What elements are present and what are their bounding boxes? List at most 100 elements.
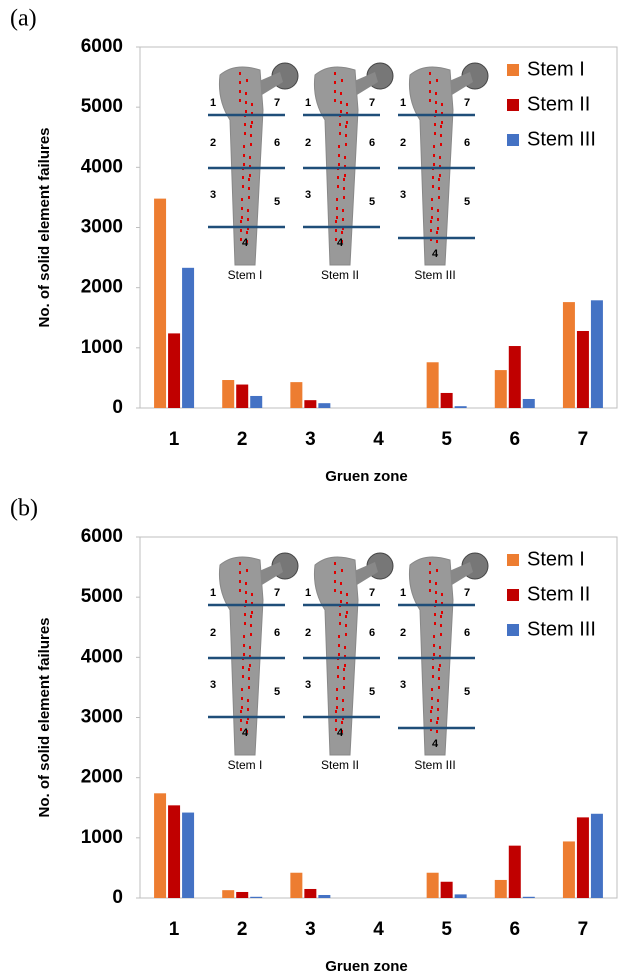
failure-dot xyxy=(242,666,244,669)
failure-dot xyxy=(241,706,243,709)
failure-dot xyxy=(247,699,249,702)
legend-label: Stem II xyxy=(527,93,590,115)
failure-dot xyxy=(243,163,245,166)
bar xyxy=(250,396,262,408)
legend-label: Stem III xyxy=(527,618,596,640)
failure-dot xyxy=(337,666,339,669)
failure-dot xyxy=(241,198,243,201)
failure-dot xyxy=(438,686,440,689)
bar xyxy=(523,897,535,898)
stem-label: Stem III xyxy=(414,268,455,282)
failure-dot xyxy=(434,132,436,135)
failure-dot xyxy=(245,582,247,585)
bar xyxy=(154,199,166,408)
bar xyxy=(222,890,234,898)
failure-dot xyxy=(251,611,253,614)
x-tick-label: 5 xyxy=(441,919,452,940)
failure-dot xyxy=(344,664,346,667)
y-tick-label: 1000 xyxy=(81,827,123,848)
failure-dot xyxy=(243,653,245,656)
failure-dot xyxy=(431,697,433,700)
failure-dot xyxy=(240,719,242,722)
failure-dot xyxy=(430,229,432,232)
failure-dot xyxy=(244,123,246,126)
zone-label: 2 xyxy=(400,627,406,639)
failure-dot xyxy=(245,110,247,113)
failure-dot xyxy=(339,613,341,616)
failure-dot xyxy=(241,688,243,691)
zone-label: 5 xyxy=(274,686,280,698)
failure-dot xyxy=(346,593,348,596)
failure-dot xyxy=(336,688,338,691)
failure-dot xyxy=(248,668,250,671)
zone-label: 3 xyxy=(210,189,216,201)
failure-dot xyxy=(340,591,342,594)
failure-dot xyxy=(340,92,342,95)
legend-label: Stem I xyxy=(527,548,585,570)
failure-dot xyxy=(239,81,241,84)
failure-dot xyxy=(334,589,336,592)
x-tick-label: 6 xyxy=(509,919,520,940)
bar xyxy=(168,333,180,408)
failure-dot xyxy=(432,666,434,669)
failure-dot xyxy=(438,668,440,671)
zone-label: 3 xyxy=(400,189,406,201)
bar xyxy=(182,813,194,898)
failure-dot xyxy=(430,220,432,223)
failure-dot xyxy=(433,163,435,166)
failure-dot xyxy=(429,90,431,93)
failure-dot xyxy=(431,216,433,219)
failure-dot xyxy=(250,143,252,146)
failure-dot xyxy=(250,624,252,627)
failure-dot xyxy=(335,229,337,232)
x-tick-label: 7 xyxy=(578,919,589,940)
failure-dot xyxy=(436,231,438,234)
zone-label: 1 xyxy=(210,587,216,599)
failure-dot xyxy=(436,721,438,724)
failure-dot xyxy=(434,123,436,126)
x-tick-label: 3 xyxy=(305,919,316,940)
failure-dot xyxy=(439,646,441,649)
failure-dot xyxy=(342,699,344,702)
zone-label: 4 xyxy=(337,237,344,249)
bar xyxy=(455,406,467,408)
zone-label: 1 xyxy=(400,587,406,599)
failure-dot xyxy=(338,163,340,166)
zone-label: 3 xyxy=(400,679,406,691)
failure-dot xyxy=(342,209,344,212)
failure-dot xyxy=(429,589,431,592)
failure-dot xyxy=(433,145,435,148)
bar xyxy=(318,895,330,898)
legend-swatch xyxy=(507,589,519,601)
failure-dot xyxy=(345,143,347,146)
zone-label: 2 xyxy=(305,137,311,149)
failure-dot xyxy=(435,582,437,585)
failure-dot xyxy=(336,216,338,219)
bar xyxy=(441,393,453,408)
failure-dot xyxy=(436,569,438,572)
failure-dot xyxy=(437,209,439,212)
failure-dot xyxy=(437,699,439,702)
stem-label: Stem II xyxy=(321,268,359,282)
failure-dot xyxy=(435,101,437,104)
failure-dot xyxy=(239,99,241,102)
failure-dot xyxy=(241,207,243,210)
x-axis-label: Gruen zone xyxy=(325,958,408,972)
failure-dot xyxy=(433,635,435,638)
failure-dot xyxy=(343,196,345,199)
failure-dot xyxy=(436,730,438,733)
zone-label: 6 xyxy=(369,137,375,149)
bar xyxy=(455,894,467,898)
failure-dot xyxy=(432,185,434,188)
bar xyxy=(304,400,316,408)
failure-dot xyxy=(250,615,252,618)
panel-label: (a) xyxy=(10,6,37,32)
bar xyxy=(250,897,262,898)
failure-dot xyxy=(334,580,336,583)
failure-dot xyxy=(247,708,249,711)
failure-dot xyxy=(430,719,432,722)
failure-dot xyxy=(434,613,436,616)
failure-dot xyxy=(429,72,431,75)
failure-dot xyxy=(248,187,250,190)
x-tick-label: 7 xyxy=(578,429,589,450)
